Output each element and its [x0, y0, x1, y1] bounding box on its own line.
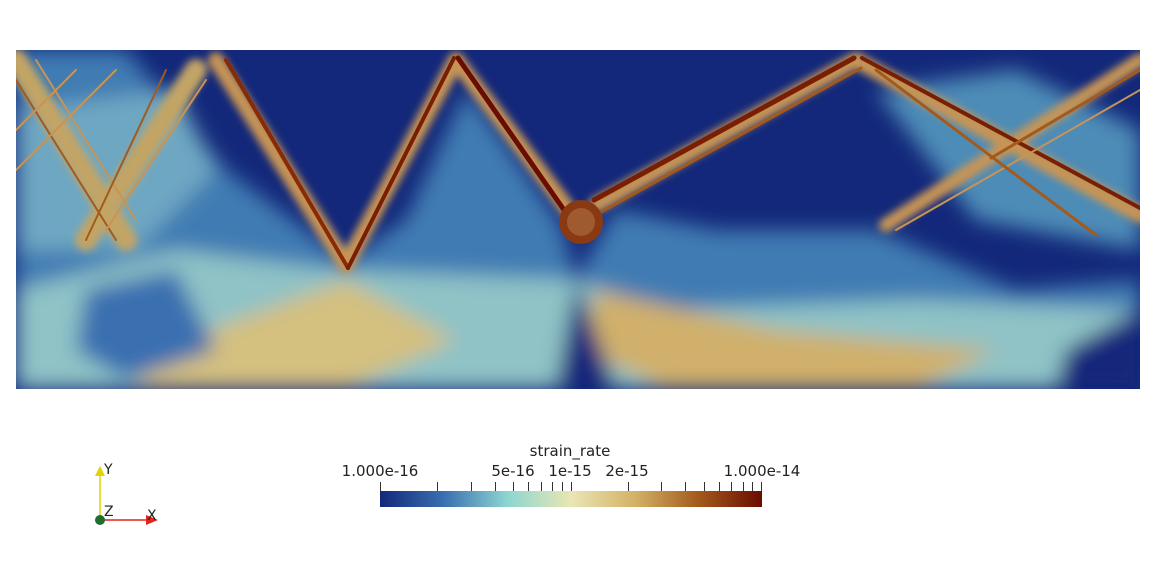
colorbar-tick [743, 482, 744, 492]
colorbar-tick [685, 482, 686, 492]
inclusion-core [567, 208, 595, 236]
colorbar-tick [661, 482, 662, 492]
colorbar-tick [437, 482, 438, 492]
colorbar-label-max: 1.000e-14 [723, 462, 801, 480]
colorbar: strain_rate 1.000e-16 5e-16 1e-15 2e-15 … [340, 440, 800, 520]
colorbar-tick [380, 482, 381, 492]
colorbar-tick [528, 482, 529, 492]
colorbar-tick [541, 482, 542, 492]
colorbar-tick [704, 482, 705, 492]
colorbar-tick [571, 482, 572, 492]
diffuse-zones [16, 50, 1140, 389]
strain-rate-field[interactable] [16, 50, 1140, 389]
colorbar-tick [628, 482, 629, 492]
colorbar-label-min: 1.000e-16 [341, 462, 419, 480]
colorbar-label-1e-15: 1e-15 [548, 462, 592, 480]
colorbar-label-5e-16: 5e-16 [491, 462, 535, 480]
colorbar-tick [513, 482, 514, 492]
y-axis-label: Y [104, 462, 113, 478]
colorbar-tick [552, 482, 553, 492]
colorbar-label-2e-15: 2e-15 [605, 462, 649, 480]
colorbar-gradient [380, 491, 762, 507]
colorbar-ticks [380, 482, 762, 492]
colorbar-title: strain_rate [529, 442, 611, 460]
colorbar-tick [752, 482, 753, 492]
colorbar-tick [495, 482, 496, 492]
colorbar-tick [719, 482, 720, 492]
colorbar-tick [761, 482, 762, 492]
colorbar-tick [471, 482, 472, 492]
x-axis-label: X [147, 508, 157, 524]
shear-bands [16, 55, 1140, 270]
orientation-axes: Y Z X [88, 458, 168, 530]
colorbar-tick [731, 482, 732, 492]
strain-rate-field-image [16, 50, 1140, 389]
axes-triad-icon [95, 466, 158, 525]
z-axis-label: Z [104, 504, 114, 520]
colorbar-tick [562, 482, 563, 492]
